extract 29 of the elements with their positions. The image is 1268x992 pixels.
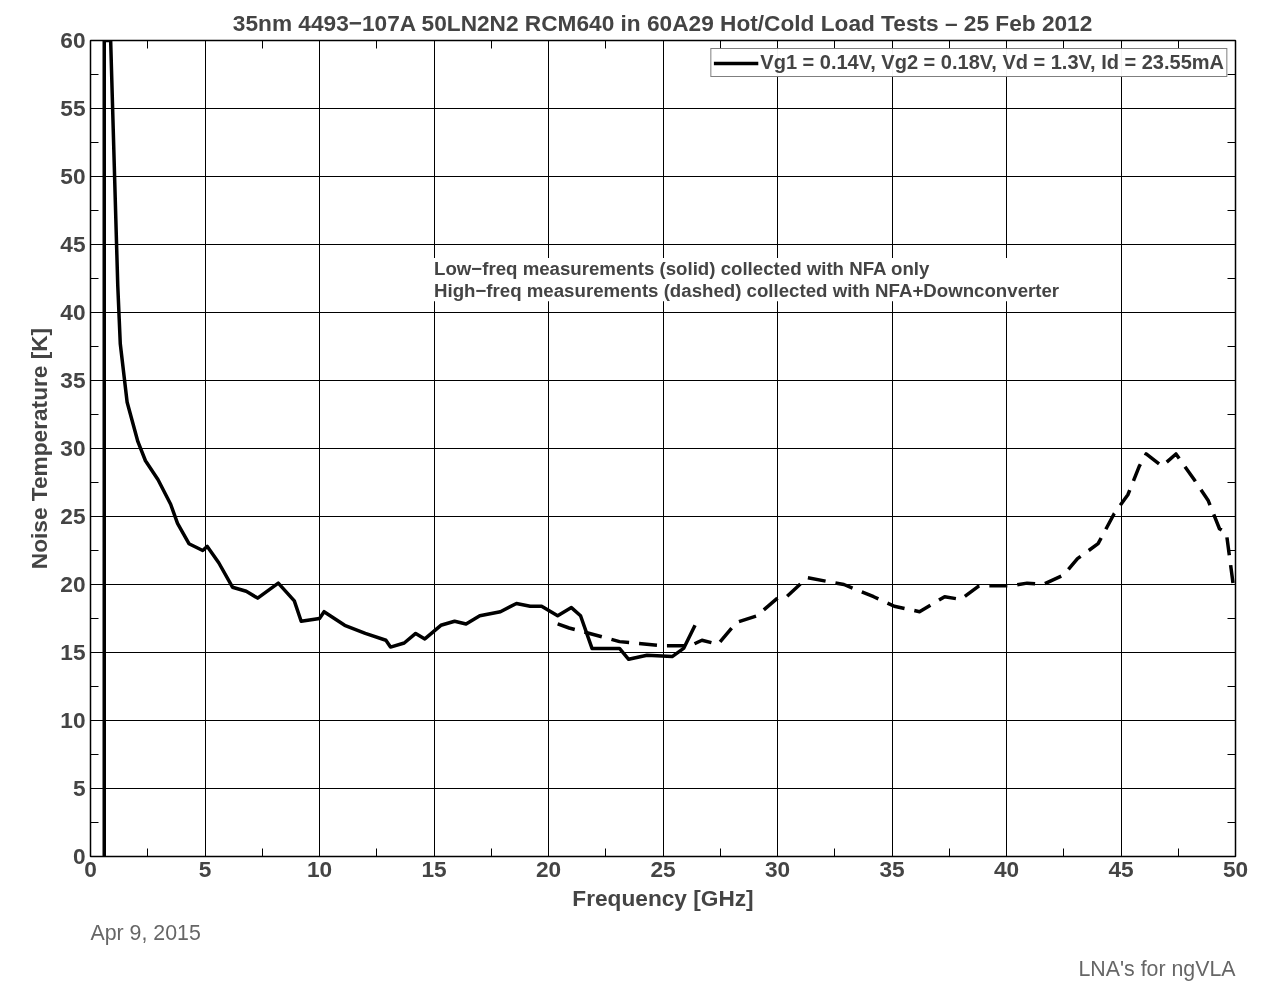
x-tick-label: 30 bbox=[764, 855, 791, 882]
legend-label: Vg1 = 0.14V, Vg2 = 0.18V, Vd = 1.3V, Id = 23.55mA bbox=[760, 51, 1224, 74]
y-tick-label: 10 bbox=[60, 707, 86, 733]
y-tick-label: 5 bbox=[72, 775, 86, 801]
x-tick-label: 10 bbox=[306, 855, 333, 882]
x-tick-label: 15 bbox=[421, 855, 447, 882]
x-tick-label: 45 bbox=[1108, 855, 1134, 882]
y-tick-label: 35 bbox=[60, 367, 86, 393]
chart-title: 35nm 4493−107A 50LN2N2 RCM640 in 60A29 Hot/Cold Load Tests – 25 Feb 2012 bbox=[232, 9, 1093, 36]
x-tick-label: 20 bbox=[535, 855, 562, 882]
y-tick-label: 40 bbox=[60, 299, 86, 325]
x-tick-label: 40 bbox=[993, 855, 1020, 882]
y-tick-label: 15 bbox=[60, 639, 86, 665]
y-tick-label: 25 bbox=[60, 503, 86, 529]
annotation: Low−freq measurements (solid) collected with NFA only High−freq measurements (dashed) collected with NFA+Downconverter bbox=[434, 258, 1060, 302]
x-tick-label: 25 bbox=[650, 855, 676, 882]
x-tick-label: 50 bbox=[1222, 855, 1249, 882]
y-tick-label: 60 bbox=[60, 27, 86, 53]
y-tick-label: 45 bbox=[60, 231, 86, 257]
text: Apr 9, 2015 bbox=[90, 920, 201, 945]
y-tick-label: 50 bbox=[60, 163, 86, 189]
x-tick-label: 5 bbox=[198, 855, 212, 882]
y-tick-label: 55 bbox=[60, 95, 86, 121]
x-axis-title: Frequency [GHz] bbox=[572, 884, 754, 911]
text: LNA's for ngVLA bbox=[1078, 956, 1237, 981]
y-tick-label: 20 bbox=[60, 571, 86, 597]
y-tick-label: 30 bbox=[60, 435, 86, 461]
x-tick-label: 35 bbox=[879, 855, 905, 882]
y-axis-title: Noise Temperature [K] bbox=[26, 327, 53, 570]
